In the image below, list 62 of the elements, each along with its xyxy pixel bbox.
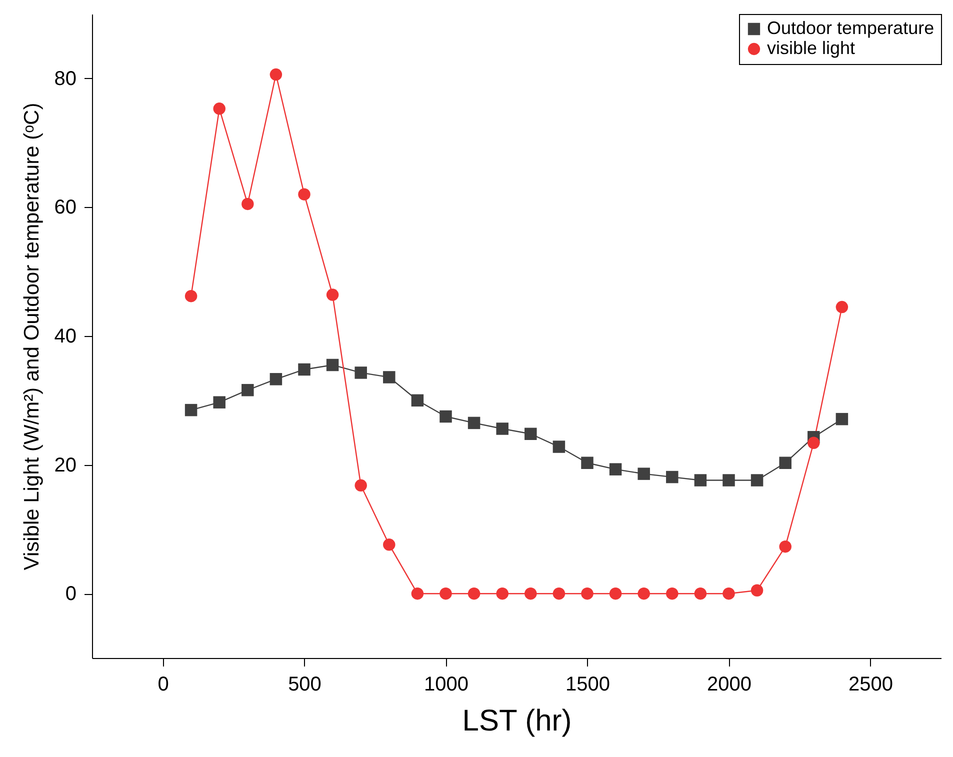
point (326, 358, 339, 372)
legend-label: Outdoor temperature (767, 18, 934, 38)
point (666, 470, 678, 484)
point (836, 300, 848, 314)
x-tick-label: 0 (158, 674, 169, 696)
point (298, 188, 310, 200)
point (581, 587, 594, 600)
point (808, 436, 820, 450)
point (354, 366, 367, 379)
point (242, 384, 254, 396)
point (411, 587, 424, 600)
point (836, 412, 848, 426)
point (496, 422, 508, 435)
point (779, 456, 792, 469)
point (184, 404, 198, 416)
point (270, 373, 282, 386)
point (213, 102, 226, 115)
point (552, 440, 566, 453)
point (524, 428, 537, 440)
point (581, 456, 594, 469)
point (552, 587, 566, 600)
x-tick-label: 2000 (707, 674, 752, 696)
point (440, 587, 452, 600)
point (496, 587, 508, 600)
point (383, 538, 396, 551)
x-tick-label: 500 (288, 674, 322, 696)
point (638, 587, 650, 600)
point (213, 396, 226, 408)
point (383, 371, 396, 384)
point (184, 290, 198, 302)
point (468, 416, 480, 430)
point (468, 587, 480, 600)
point (750, 474, 764, 486)
point (694, 587, 707, 600)
point (354, 479, 367, 492)
legend-label: visible light (767, 38, 856, 58)
point (638, 468, 650, 480)
point (242, 198, 254, 210)
point (298, 363, 310, 376)
y-tick-label: 80 (54, 68, 76, 90)
point (666, 587, 678, 600)
x-axis-title: LST (hr) (462, 704, 572, 738)
point (609, 587, 622, 600)
point (440, 410, 452, 423)
point (326, 288, 339, 301)
y-axis-title: Visible Light (W/m²) and Outdoor temperature (ᵒC) (20, 102, 44, 570)
point (609, 463, 622, 476)
x-tick-label: 1000 (424, 674, 468, 696)
y-tick-label: 40 (54, 326, 76, 348)
point (694, 474, 707, 486)
y-tick-label: 20 (54, 454, 76, 476)
point (270, 68, 282, 81)
y-tick-label: 60 (54, 196, 76, 219)
x-tick-label: 2500 (848, 674, 893, 696)
point (750, 584, 764, 596)
point (779, 540, 792, 553)
point (722, 587, 735, 600)
x-tick-label: 1500 (566, 674, 610, 696)
y-tick-label: 0 (65, 583, 76, 606)
point (722, 474, 735, 486)
point (411, 394, 424, 407)
point (524, 587, 537, 600)
